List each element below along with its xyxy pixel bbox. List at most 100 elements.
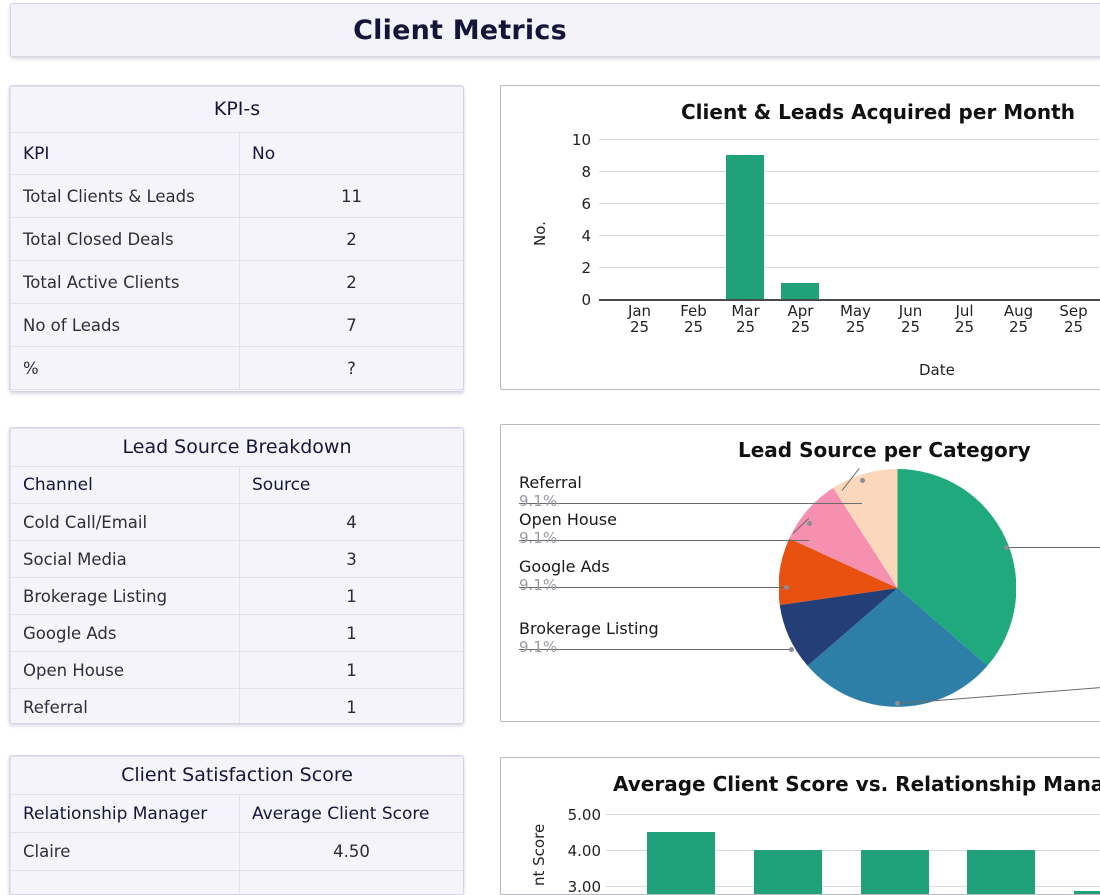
lead-source-count: 3 [238, 540, 463, 578]
table-row: Total Active Clients 2 [10, 260, 463, 304]
kpi-value: 2 [239, 260, 463, 304]
pie-callout-label: Open House [519, 510, 617, 529]
satisfaction-column-header-score: Average Client Score [239, 794, 463, 833]
pie-graphic [778, 468, 1017, 708]
pie-callout-open-house: Open House 9.1% [519, 510, 617, 547]
lead-source-channel: Brokerage Listing [10, 577, 240, 615]
gridline [606, 850, 1100, 851]
y-tick: 10 [571, 131, 591, 149]
leader-dot-referral [860, 478, 865, 483]
table-row: Referral 1 [10, 688, 463, 723]
bar-rm-3 [861, 850, 929, 894]
table-header-row: KPI No [10, 132, 463, 175]
table-header-row: Channel Source [10, 466, 463, 504]
x-tick: Sep 25 [1059, 302, 1088, 336]
y-tick: 2 [581, 259, 591, 277]
pie-callout-referral: Referral 9.1% [519, 473, 582, 510]
table-row: Total Closed Deals 2 [10, 217, 463, 261]
table-row: % ? [10, 346, 463, 390]
lead-source-table-title: Lead Source Breakdown [10, 428, 463, 467]
table-row: Total Clients & Leads 11 [10, 174, 463, 218]
lead-source-table-panel: Lead Source Breakdown Channel Source Col… [9, 427, 464, 724]
pie-callout-percent: 9.1% [519, 492, 558, 510]
pie-slice-social-media [807, 588, 988, 707]
kpi-label: Total Closed Deals [10, 217, 240, 261]
table-row: Brokerage Listing 1 [10, 577, 463, 615]
bar-rm-5 [1074, 891, 1100, 894]
lead-source-count: 1 [238, 577, 463, 615]
y-tick: 6 [581, 195, 591, 213]
gridline [599, 235, 1099, 236]
x-tick: Aug 25 [1003, 302, 1034, 336]
lead-source-channel: Google Ads [10, 614, 240, 652]
x-axis-line [599, 299, 1100, 301]
table-title-row: KPI-s [10, 86, 463, 133]
lead-source-channel: Open House [10, 651, 240, 689]
leader-dot-social-media [895, 701, 900, 706]
pie-slice-brokerage-listing [779, 588, 898, 666]
x-tick: Jul 25 [954, 302, 975, 336]
bar-rm-4 [967, 850, 1035, 894]
gridline [599, 203, 1099, 204]
y-tick: 5.00 [567, 806, 601, 824]
y-tick: 4 [581, 227, 591, 245]
lead-source-count: 1 [238, 614, 463, 652]
pie-svg [778, 469, 1017, 707]
leader-line-referral [519, 503, 862, 504]
lead-source-count: 1 [238, 651, 463, 689]
gridline [599, 267, 1099, 268]
x-tick: Apr 25 [787, 302, 814, 336]
kpi-label: Total Active Clients [10, 260, 240, 304]
gridline [606, 886, 1100, 887]
lead-source-column-header-source: Source [238, 466, 463, 504]
table-title-row: Lead Source Breakdown [10, 428, 463, 467]
bar-apr-25 [781, 283, 819, 299]
lead-source-count: 4 [238, 503, 463, 541]
lead-source-pie-panel: Lead Source per Category [500, 424, 1100, 722]
lead-source-channel: Referral [10, 688, 240, 723]
x-tick: Jun 25 [898, 302, 923, 336]
y-tick: 4.00 [567, 842, 601, 860]
pie-callout-brokerage-listing: Brokerage Listing 9.1% [519, 619, 659, 656]
x-tick: Jan 25 [627, 302, 652, 336]
satisfaction-manager: Claire [10, 832, 240, 871]
table-row: Google Ads 1 [10, 614, 463, 652]
kpi-value: 11 [239, 174, 463, 218]
kpi-column-header-no: No [239, 132, 463, 175]
table-header-row: Relationship Manager Average Client Scor… [10, 794, 463, 833]
clients-leads-y-axis-label: No. [531, 221, 549, 246]
satisfaction-score-clipped [239, 870, 463, 894]
y-tick: 3.00 [567, 878, 601, 895]
pie-slice-google-ads [778, 538, 898, 605]
kpi-label: No of Leads [10, 303, 240, 347]
leader-dot-cold-call-email [1004, 545, 1009, 550]
leader-dot-open-house [807, 521, 812, 526]
lead-source-channel: Social Media [10, 540, 240, 578]
satisfaction-manager-clipped [10, 870, 240, 894]
pie-callout-label: Brokerage Listing [519, 619, 659, 638]
kpi-value: ? [239, 346, 463, 390]
satisfaction-score: 4.50 [239, 832, 463, 871]
table-row: No of Leads 7 [10, 303, 463, 347]
leader-line-google-ads [519, 587, 786, 588]
leader-line-brokerage-listing [519, 649, 791, 650]
lead-source-table: Lead Source Breakdown Channel Source Col… [10, 428, 463, 723]
kpi-label: Total Clients & Leads [10, 174, 240, 218]
kpi-table-panel: KPI-s KPI No Total Clients & Leads 11 To… [9, 85, 464, 392]
pie-callout-google-ads: Google Ads 9.1% [519, 557, 610, 594]
pie-callout-percent: 9.1% [519, 576, 558, 594]
table-row-partial [10, 870, 463, 894]
kpi-value: 2 [239, 217, 463, 261]
pie-callout-percent: 9.1% [519, 529, 558, 547]
table-title-row: Client Satisfaction Score [10, 756, 463, 795]
satisfaction-table-panel: Client Satisfaction Score Relationship M… [9, 755, 464, 895]
clients-leads-x-axis-label: Date [919, 361, 955, 379]
leader-dot-google-ads [784, 585, 789, 590]
leader-dot-brokerage-listing [789, 647, 794, 652]
avg-client-score-chart-panel: Average Client Score vs. Relationship Ma… [500, 757, 1100, 895]
clients-leads-chart-panel: Client & Leads Acquired per Month No. 10… [500, 85, 1100, 390]
clients-leads-chart-title: Client & Leads Acquired per Month [681, 100, 1075, 124]
lead-source-channel: Cold Call/Email [10, 503, 240, 541]
x-tick: Mar 25 [731, 302, 760, 336]
y-tick: 8 [581, 163, 591, 181]
